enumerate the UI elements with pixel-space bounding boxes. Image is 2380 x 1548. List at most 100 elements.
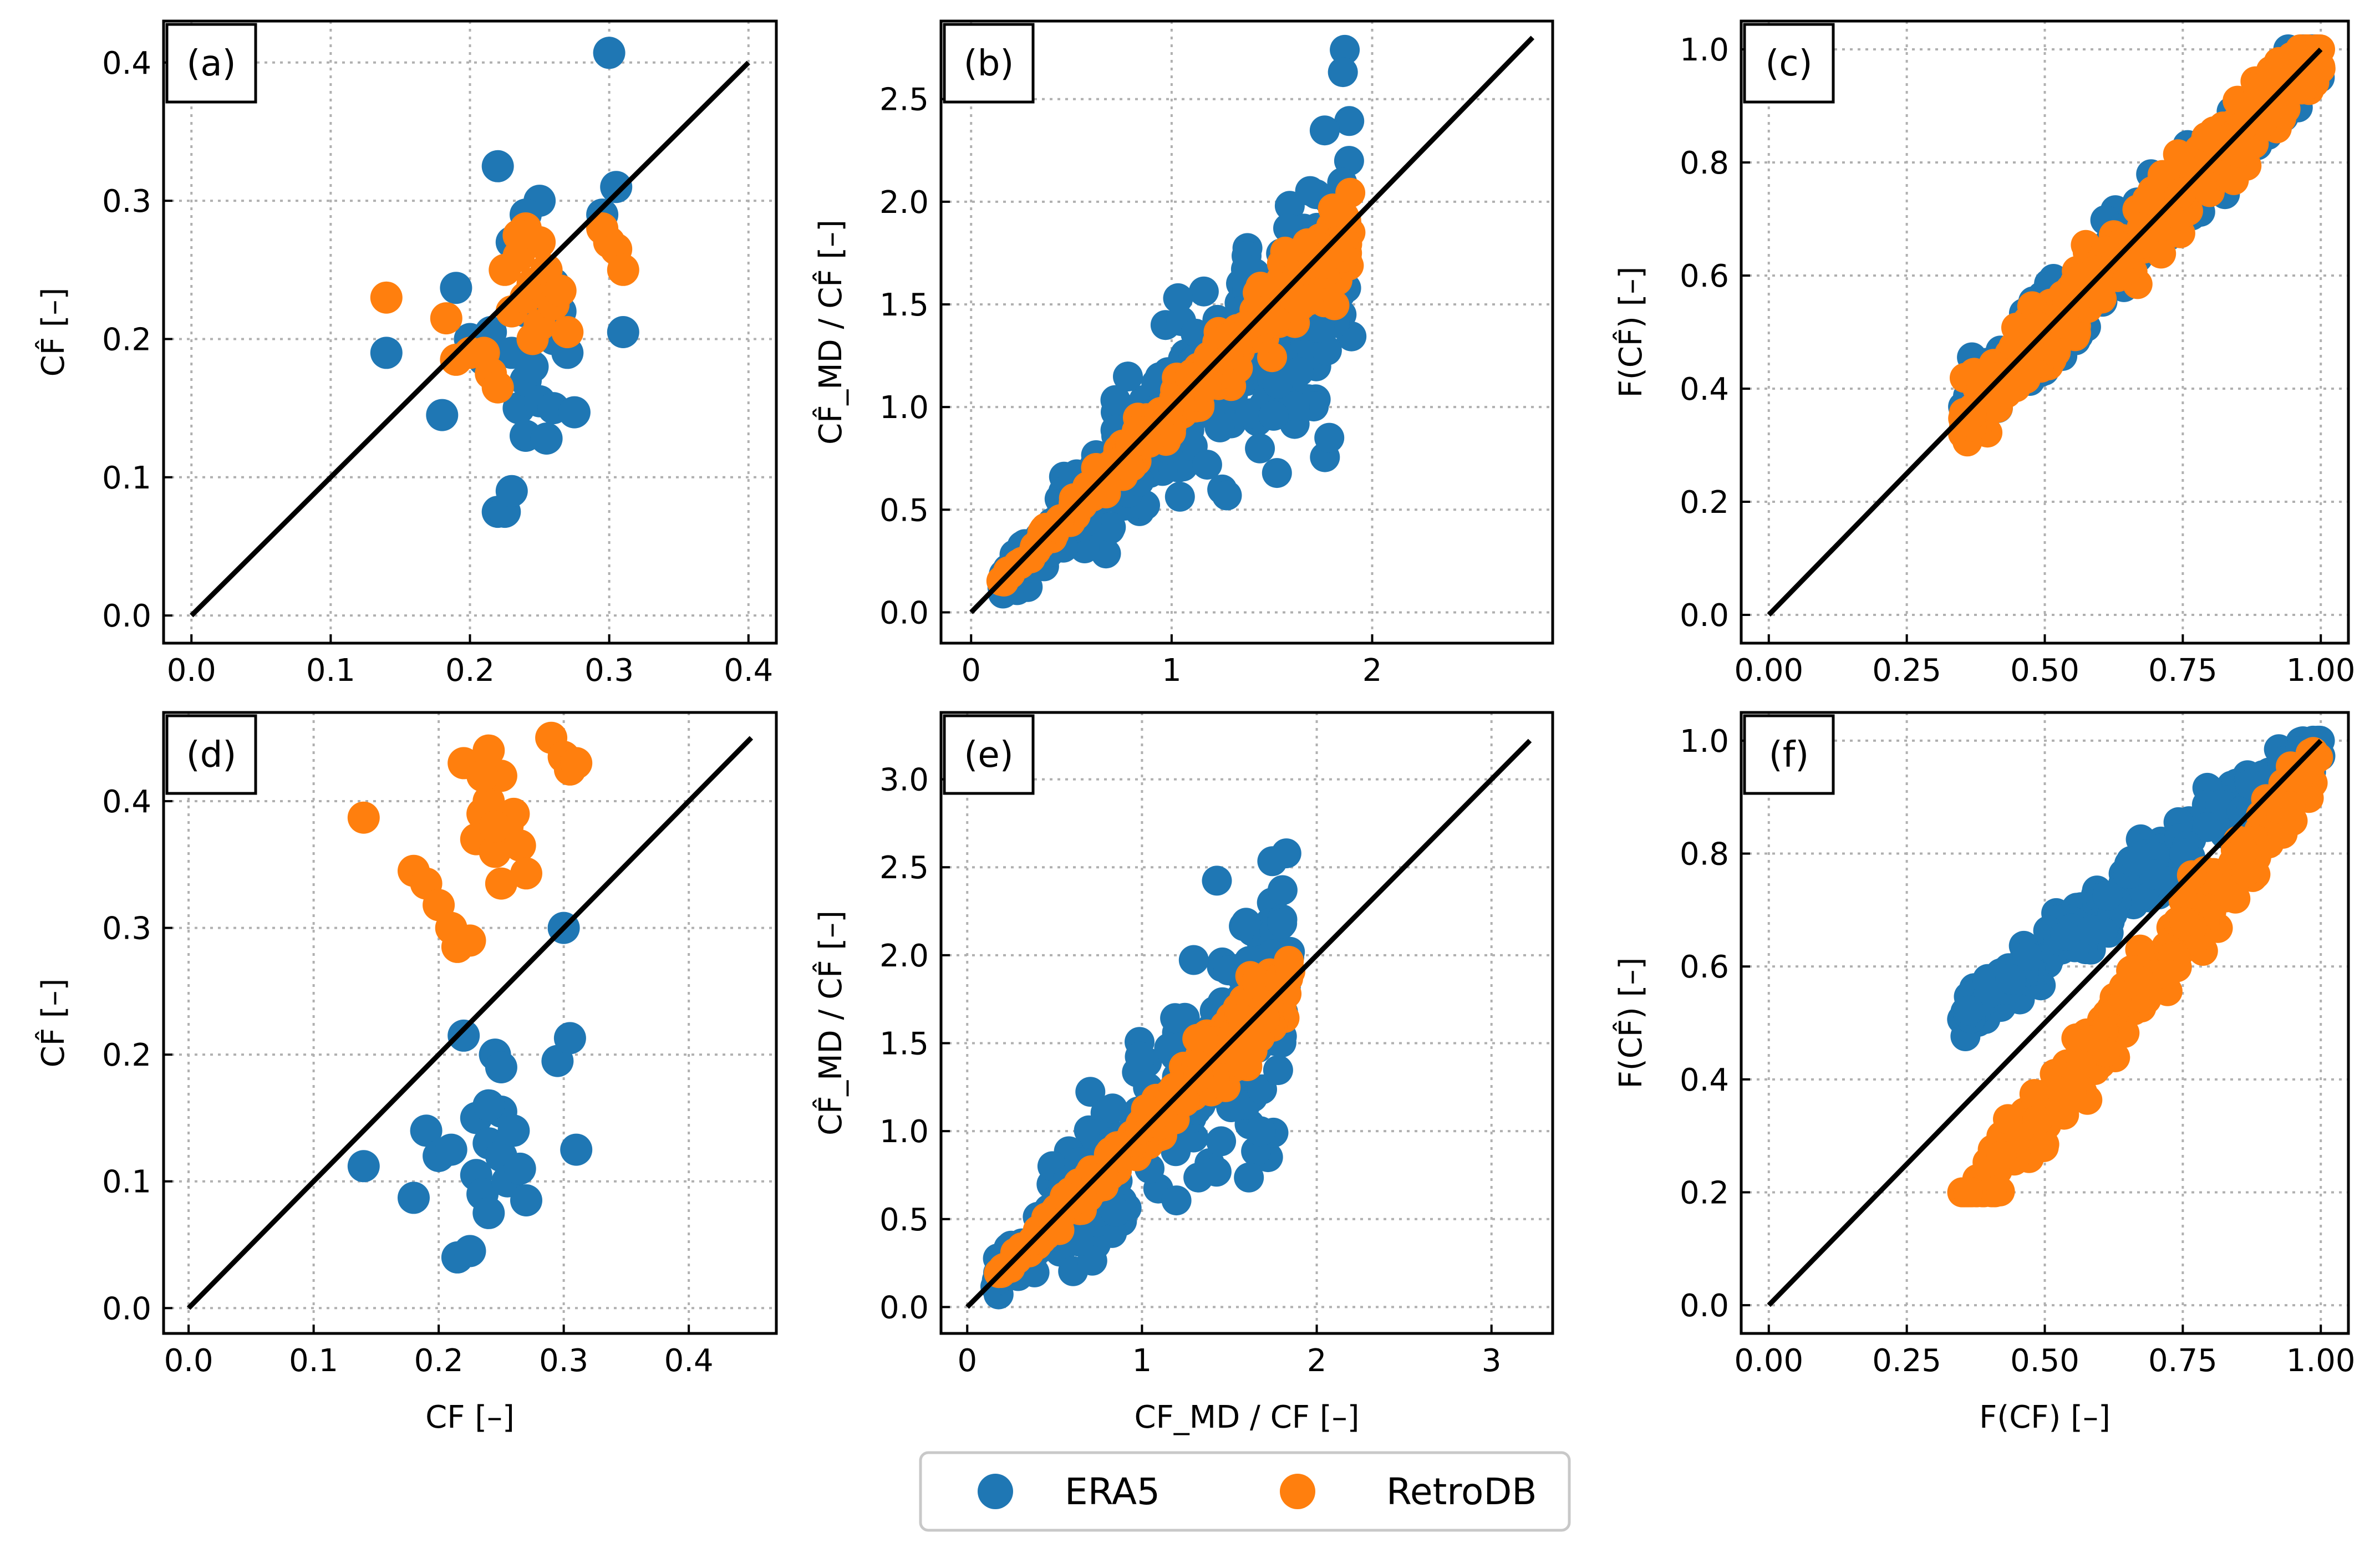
panel-label: (a): [186, 43, 236, 84]
panel-b: 0 1 2 0.0 0.5 1.0 1.5 2.0 2.5 (b) CF̂_MD / CF̂ [–]: [813, 19, 1554, 689]
point-retrodb: [2046, 308, 2076, 339]
point-retrodb: [466, 760, 499, 792]
point-retrodb: [1993, 1104, 2023, 1134]
x-tick-label: 0.00: [1734, 1343, 1803, 1379]
point-era5: [1075, 1077, 1106, 1107]
point-retrodb: [1322, 199, 1352, 230]
point-retrodb: [1956, 399, 1987, 430]
point-era5: [426, 399, 459, 431]
point-retrodb: [2056, 1076, 2087, 1106]
scatter-points: [1947, 725, 2336, 1208]
y-axis-label: CF̂_MD / CF̂ [–]: [813, 220, 849, 445]
point-era5: [410, 1114, 443, 1147]
identity-line: [190, 60, 750, 618]
x-tick-label: 0.75: [2148, 1343, 2218, 1379]
point-era5: [1304, 312, 1335, 343]
identity-line: [1767, 47, 2323, 617]
point-retrodb: [1953, 1177, 1983, 1208]
y-tick-label: 3.0: [879, 762, 929, 798]
point-retrodb: [1081, 453, 1111, 483]
point-era5: [510, 1184, 542, 1216]
point-era5: [1231, 908, 1262, 938]
point-era5: [347, 1150, 380, 1183]
point-era5: [1267, 875, 1298, 905]
point-retrodb: [1044, 1215, 1075, 1245]
panel-label: (f): [1769, 735, 1809, 776]
point-retrodb: [1991, 378, 2022, 409]
x-tick-label: 0.3: [539, 1343, 588, 1379]
y-tick-label: 1.0: [1680, 32, 1729, 68]
x-tick-label: 0.1: [306, 653, 355, 689]
scatter-points: [1948, 34, 2336, 457]
point-retrodb: [2169, 907, 2200, 937]
point-era5: [553, 1022, 586, 1055]
point-era5: [370, 337, 403, 369]
legend-label-retrodb: RetroDB: [1386, 1470, 1537, 1513]
point-retrodb: [510, 857, 542, 890]
point-era5: [593, 37, 625, 69]
legend-frame: [919, 1451, 1571, 1532]
panel-label-box: [1743, 714, 1835, 795]
panel-label-box: [943, 714, 1035, 795]
point-retrodb: [472, 734, 505, 767]
point-era5: [1201, 1157, 1232, 1187]
point-retrodb: [1115, 430, 1145, 460]
point-era5: [600, 171, 633, 203]
y-axis-label: CF̂_MD / CF̂ [–]: [813, 910, 849, 1135]
x-tick-label: 0.1: [289, 1343, 338, 1379]
panel-label-box: [165, 714, 257, 795]
point-retrodb: [2191, 122, 2221, 152]
panels: 0.0 0.1 0.2 0.3 0.4 0.0 0.1 0.2 0.3 0.4 (a) CF̂ [–]…: [35, 19, 2356, 1435]
y-tick-label: 0.4: [102, 45, 151, 82]
y-tick-label: 0.8: [1680, 837, 1729, 873]
panel-label: (d): [186, 735, 237, 776]
point-retrodb: [607, 253, 639, 286]
point-retrodb: [1261, 306, 1291, 336]
legend: ERA5 RetroDB: [919, 1451, 1571, 1532]
point-era5: [1271, 838, 1301, 869]
point-era5: [1202, 865, 1232, 896]
point-retrodb: [1292, 284, 1323, 315]
x-tick-label: 2: [1362, 653, 1382, 689]
panel-label-box: [943, 23, 1035, 104]
panel-label: (c): [1765, 43, 1812, 84]
x-axis-label: F(CF) [–]: [1979, 1399, 2111, 1435]
point-retrodb: [2219, 165, 2249, 195]
point-era5: [1334, 106, 1365, 136]
y-tick-label: 0.0: [879, 595, 929, 631]
panel-label: (b): [964, 43, 1014, 84]
point-retrodb: [370, 281, 403, 314]
y-tick-label: 0.0: [102, 598, 151, 634]
point-retrodb: [2210, 874, 2241, 904]
y-tick-label: 0.1: [102, 1164, 151, 1200]
point-retrodb: [2223, 138, 2254, 168]
point-era5: [495, 475, 528, 507]
y-tick-label: 0.5: [879, 492, 929, 528]
point-era5: [560, 1133, 593, 1166]
point-era5: [1972, 964, 2003, 994]
scatter-points: [347, 721, 593, 1274]
point-retrodb: [2152, 959, 2182, 989]
y-tick-label: 0.2: [102, 322, 151, 358]
point-era5: [1234, 1162, 1264, 1193]
axes-frame: [939, 711, 1554, 1335]
point-retrodb: [1245, 272, 1276, 302]
point-retrodb: [1335, 177, 1366, 208]
point-era5: [1284, 357, 1314, 387]
point-era5: [2077, 915, 2107, 945]
y-tick-label: 0.6: [1680, 258, 1729, 294]
point-era5: [1245, 433, 1275, 464]
point-era5: [1097, 1093, 1128, 1124]
y-tick-label: 1.0: [879, 390, 929, 426]
point-era5: [1954, 995, 1984, 1026]
point-era5: [497, 1114, 530, 1147]
point-era5: [558, 396, 591, 429]
point-retrodb: [2132, 184, 2162, 215]
y-tick-label: 1.0: [1680, 724, 1729, 760]
panel-e: 0 1 2 3 0.0 0.5 1.0 1.5 2.0 2.5 3.0 (e) CF̂_MD / CF̂…: [813, 711, 1554, 1435]
y-tick-label: 0.0: [879, 1290, 929, 1326]
point-retrodb: [502, 219, 535, 252]
point-retrodb: [472, 785, 505, 817]
legend-label-era5: ERA5: [1065, 1470, 1160, 1513]
